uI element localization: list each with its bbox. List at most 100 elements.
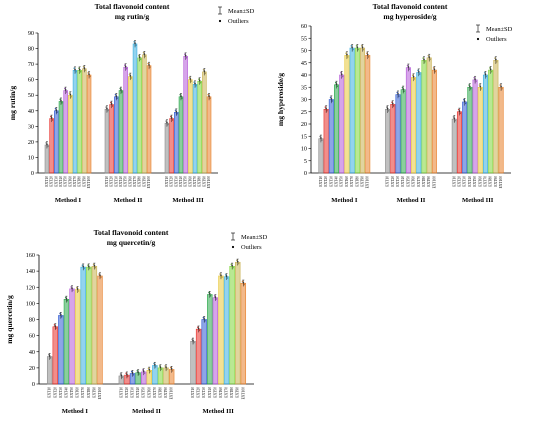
legend: Mean±SD Outliers [218,6,255,25]
y-tick-label: 0 [304,170,307,177]
data-point [131,372,134,374]
data-point [397,93,399,95]
data-point [170,115,172,118]
data-point [180,95,182,97]
category-label: EXT80 [355,176,359,187]
data-point [114,93,117,96]
data-point [71,287,73,290]
bar [192,84,198,174]
data-point [60,102,63,104]
data-point [320,139,323,141]
category-label: EXT70 [73,176,77,187]
bar [86,74,92,174]
category-label: EXT30 [59,387,63,398]
category-label: EXT30 [396,176,400,187]
category-label: EXT40 [136,387,140,398]
category-label: EXT20 [125,387,129,398]
data-point [204,72,206,75]
y-tick-label: 20 [301,121,307,128]
bar [97,275,103,385]
y-tick-label: 10 [301,146,307,153]
data-point [428,56,430,58]
bar [235,261,241,385]
data-point [53,324,56,326]
data-point [412,75,415,78]
data-point [403,90,405,92]
data-point [357,48,359,51]
data-point [115,95,118,97]
chart-title: Total flavonoid content [373,2,448,11]
data-point [193,81,196,84]
data-point [192,339,194,342]
data-point [138,56,141,58]
data-point [65,91,68,93]
category-label: EXT20 [53,387,57,398]
data-point [132,374,135,376]
category-label: EXT90 [202,176,206,187]
data-point [432,67,435,69]
bar [206,96,212,174]
data-point [93,264,96,267]
category-label: EXT50 [340,176,344,187]
bar [72,70,78,174]
bar [477,86,483,174]
data-point [355,45,358,47]
bar [190,340,196,385]
bar [451,118,457,174]
data-point [125,372,128,374]
data-point [189,78,192,80]
data-point [171,369,174,372]
data-point [209,294,212,297]
data-point [78,67,80,70]
category-label: EXT60 [128,176,132,187]
bar [207,294,213,385]
category-label: EXT10 [48,387,52,398]
data-point [324,106,327,108]
data-point [230,263,233,266]
data-point [237,262,240,265]
data-point [194,82,196,85]
data-point [203,318,205,320]
legend-outliers-label: Outliers [486,36,507,43]
category-label: EXT10 [386,176,390,187]
data-point [220,274,222,277]
data-point [495,60,498,63]
y-tick-label: 0 [32,381,35,388]
data-point [478,84,481,86]
data-point [320,137,322,139]
data-point [208,293,211,295]
legend-outliers-label: Outliers [228,18,249,25]
data-point [129,75,132,77]
category-label: EXT100 [98,387,102,400]
chart-subtitle: mg rutin/g [115,12,150,21]
data-point [231,264,233,267]
data-point [391,101,393,103]
data-point [185,56,188,59]
data-point [64,89,67,91]
data-point [489,68,492,71]
data-point [489,67,491,69]
y-axis-label: mg rutin/g [8,86,17,121]
category-label: EXT40 [208,387,212,398]
data-point [490,70,493,73]
data-point [106,107,108,110]
category-label: EXT10 [165,176,169,187]
data-point [220,276,223,279]
data-point [474,78,476,80]
data-point [120,374,123,377]
bar [74,289,81,385]
data-point [406,64,409,67]
data-point [74,68,76,71]
bar [365,55,371,174]
data-point [99,274,101,277]
y-tick-label: 15 [301,133,307,140]
bar [223,276,230,385]
y-tick-label: 120 [26,284,35,291]
category-label: EXT70 [153,387,157,398]
data-point [464,102,467,105]
bar [344,55,350,174]
category-label: EXT60 [478,176,482,187]
